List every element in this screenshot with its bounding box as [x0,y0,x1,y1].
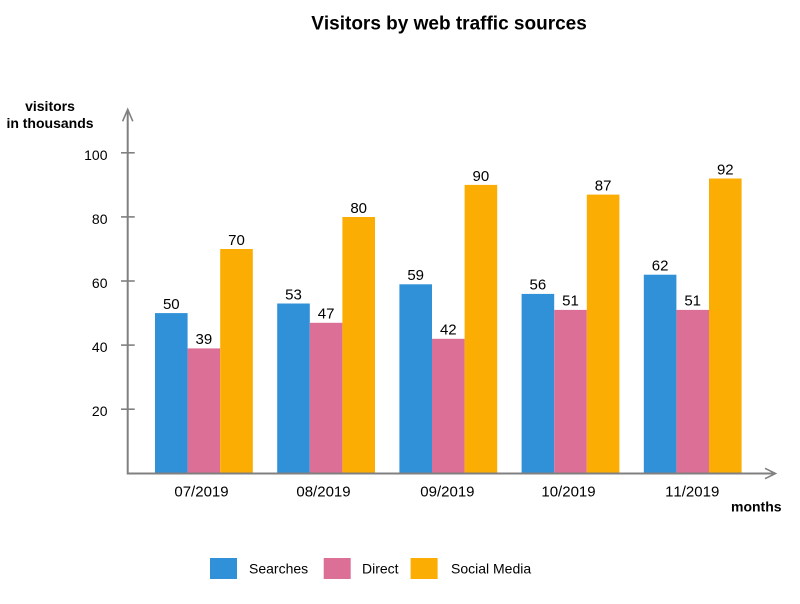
svg-text:92: 92 [717,161,734,178]
svg-text:62: 62 [652,258,669,275]
svg-text:53: 53 [285,286,302,303]
svg-text:07/2019: 07/2019 [174,484,228,501]
svg-text:10/2019: 10/2019 [541,484,595,501]
svg-text:08/2019: 08/2019 [296,484,350,501]
svg-text:51: 51 [684,293,701,310]
svg-text:11/2019: 11/2019 [665,484,719,501]
svg-text:90: 90 [473,168,490,185]
svg-text:80: 80 [92,211,108,227]
svg-text:80: 80 [350,200,367,217]
svg-text:70: 70 [228,232,245,249]
svg-text:60: 60 [92,275,108,291]
svg-text:Social Media: Social Media [451,561,531,577]
svg-text:42: 42 [440,322,457,339]
svg-text:months: months [731,499,782,515]
svg-text:100: 100 [84,147,108,163]
svg-text:39: 39 [196,331,213,348]
svg-text:59: 59 [407,267,424,284]
svg-text:50: 50 [163,296,180,313]
svg-text:20: 20 [92,403,108,419]
svg-text:47: 47 [318,306,335,323]
svg-text:Visitors by web traffic source: Visitors by web traffic sources [311,14,587,35]
svg-text:51: 51 [562,293,579,310]
svg-text:Direct: Direct [362,561,399,577]
svg-text:in thousands: in thousands [6,115,93,131]
svg-text:40: 40 [92,339,108,355]
svg-text:visitors: visitors [25,98,75,114]
svg-text:09/2019: 09/2019 [420,484,474,501]
svg-text:56: 56 [530,277,547,294]
svg-text:87: 87 [595,177,612,194]
svg-text:Searches: Searches [249,561,308,577]
